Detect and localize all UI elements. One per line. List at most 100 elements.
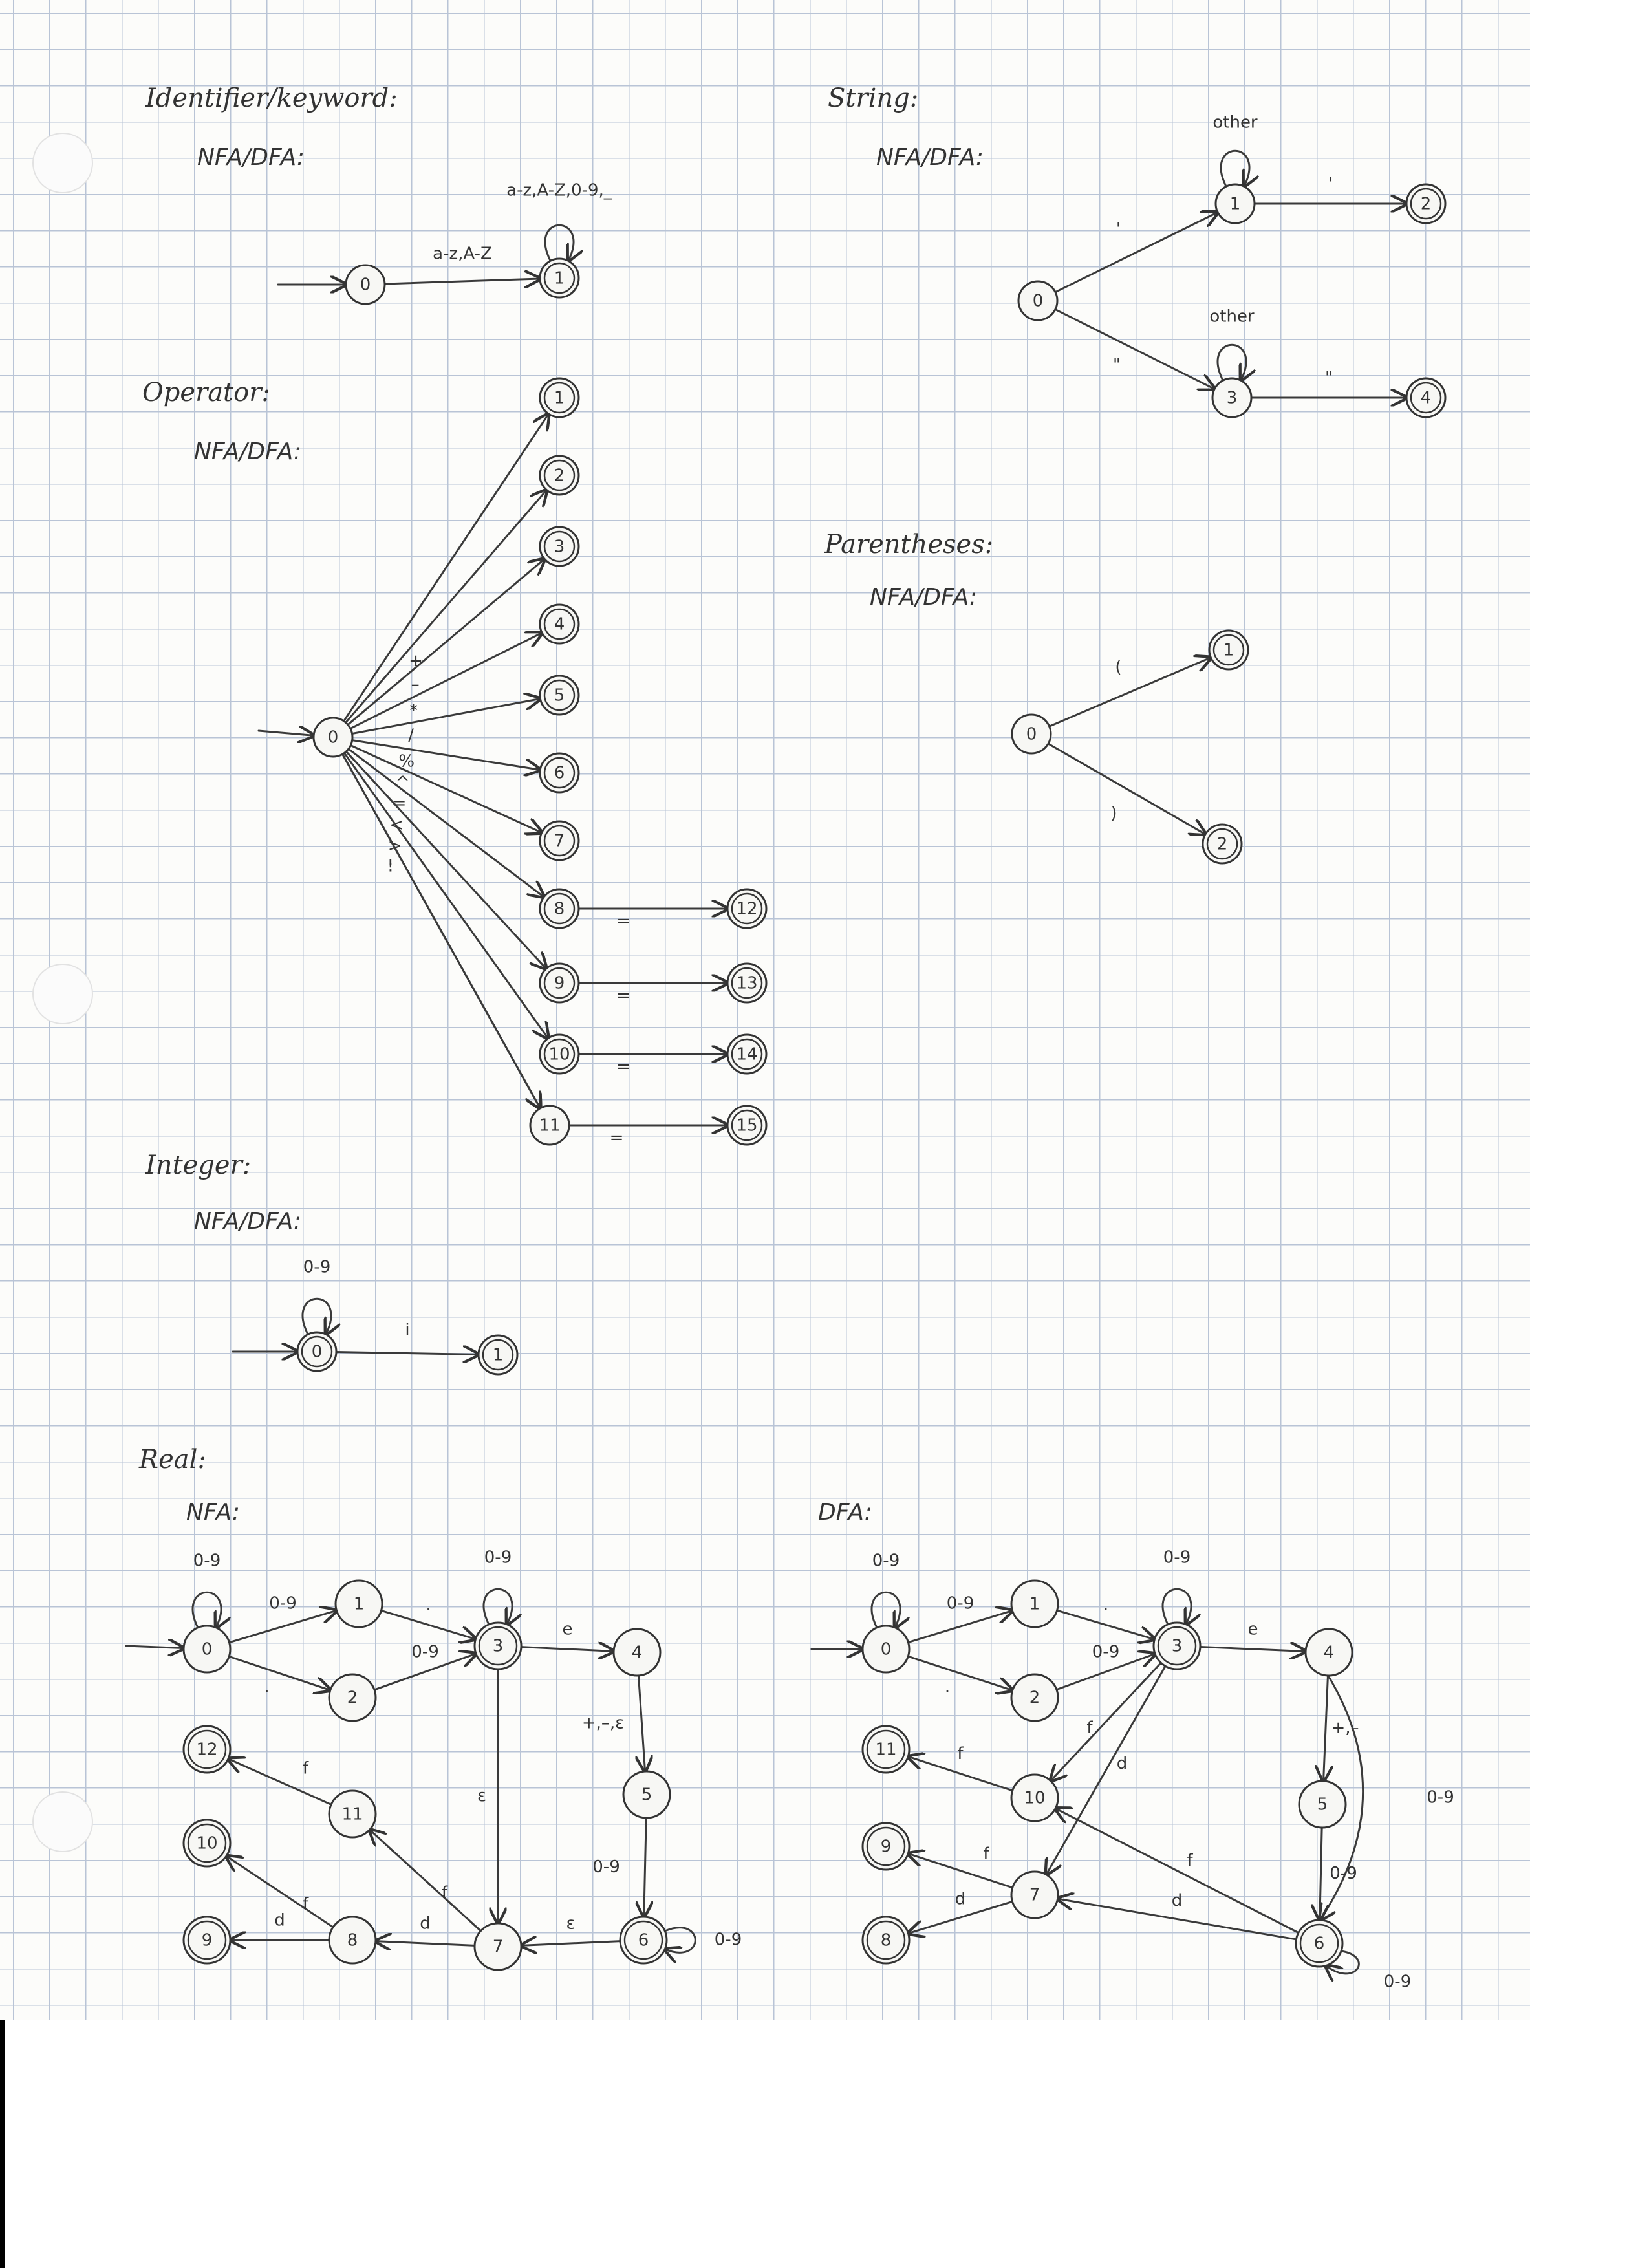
transition-label: d [420, 1914, 431, 1934]
section-subtitle-real-dfa: DFA: [818, 1499, 872, 1526]
transition-arrow [1054, 212, 1218, 294]
accepting-ring [1410, 188, 1442, 220]
state-6: 6 [539, 752, 580, 794]
transition-label: ! [387, 857, 394, 876]
transition-arrow [228, 1759, 332, 1806]
transition-label: a-z,A-Z,0-9,_ [506, 181, 613, 200]
transition-arrow [1320, 1674, 1364, 1920]
accepting-ring [543, 608, 576, 640]
transition-label: " [1325, 369, 1333, 388]
transition-arrow [908, 1853, 1014, 1889]
state-3: 3 [1211, 377, 1253, 418]
state-label: 6 [638, 1931, 649, 1950]
state-circle [1211, 377, 1253, 418]
state-0: 0 [1017, 280, 1059, 321]
state-circle [1304, 1628, 1353, 1677]
state-13: 13 [726, 962, 768, 1004]
state-11: 11 [529, 1105, 570, 1146]
state-11: 11 [328, 1789, 377, 1839]
transition-label: 0-9 [1384, 1972, 1411, 1992]
state-10: 10 [539, 1033, 580, 1075]
accepting-ring [731, 967, 763, 999]
transition-arrow [521, 1941, 621, 1946]
state-label: 9 [554, 974, 565, 993]
state-5: 5 [1298, 1780, 1347, 1829]
transition-label: : [388, 857, 394, 876]
accepting-ring [543, 382, 576, 414]
state-6: 6 [619, 1916, 668, 1965]
state-label: 0 [312, 1343, 323, 1362]
state-circle [529, 1105, 570, 1146]
state-circle [182, 1725, 232, 1774]
transition-label: * [409, 702, 418, 721]
state-label: 12 [736, 900, 757, 919]
transition-label: f [303, 1895, 309, 1914]
section-title-identifier: Identifier/keyword: [145, 83, 398, 113]
accepting-ring [1157, 1626, 1197, 1666]
transition-label: = [616, 986, 630, 1006]
accepting-ring [543, 825, 576, 857]
self-loop [482, 1588, 512, 1625]
state-1: 1 [1214, 183, 1256, 224]
transition-label: d [955, 1890, 966, 1909]
section-title-operator: Operator: [142, 378, 270, 407]
transition-arrow [347, 748, 544, 897]
transition-arrow [520, 1647, 614, 1652]
state-label: 9 [202, 1931, 213, 1950]
transition-label: = [610, 1129, 624, 1148]
transition-label: 0-9 [715, 1930, 742, 1950]
state-label: 5 [554, 686, 565, 706]
transition-arrow [907, 1610, 1012, 1644]
state-label: 0 [1033, 292, 1044, 311]
transition-arrow [370, 1830, 482, 1932]
self-loop [1216, 343, 1246, 380]
self-loop [1220, 149, 1249, 186]
transition-arrow [350, 698, 540, 735]
state-circle [1010, 1773, 1059, 1822]
transition-arrow [1047, 742, 1205, 834]
accepting-ring [866, 1826, 906, 1866]
transition-label: other [1209, 307, 1255, 327]
state-circle [328, 1673, 377, 1722]
state-label: 4 [1324, 1643, 1335, 1663]
state-label: 6 [554, 764, 565, 783]
state-1: 1 [477, 1334, 519, 1376]
state-9: 9 [539, 962, 580, 1004]
state-1: 1 [334, 1579, 383, 1628]
transition-label: f [957, 1744, 964, 1764]
state-5: 5 [539, 675, 580, 716]
state-label: 1 [554, 269, 565, 288]
transition-label: . [264, 1678, 269, 1697]
transition-label: 0-9 [269, 1594, 296, 1614]
state-label: 1 [1029, 1595, 1040, 1614]
section-title-integer: Integer: [145, 1150, 251, 1180]
state-circle [1214, 183, 1256, 224]
transition-arrow [908, 1756, 1014, 1792]
state-label: 4 [554, 615, 565, 634]
state-label: 10 [196, 1834, 217, 1853]
self-loop [1161, 1588, 1191, 1625]
state-circle [539, 603, 580, 645]
state-circle [619, 1916, 668, 1965]
state-circle [1011, 713, 1052, 755]
state-circle [861, 1725, 911, 1774]
state-circle [1010, 1870, 1059, 1919]
state-circle [182, 1819, 232, 1868]
state-circle [726, 1105, 768, 1146]
state-circle [1010, 1673, 1059, 1722]
transition-arrow [907, 1655, 1013, 1690]
transition-label: ε [477, 1786, 486, 1806]
state-14: 14 [726, 1033, 768, 1075]
transition-label: 0-9 [1330, 1864, 1357, 1883]
state-7: 7 [1010, 1870, 1059, 1919]
state-circle [539, 752, 580, 794]
transition-label: other [1212, 113, 1258, 133]
transition-label: – [411, 675, 420, 695]
transition-label: = [616, 1057, 630, 1077]
state-12: 12 [182, 1725, 232, 1774]
state-label: 1 [1230, 195, 1241, 214]
transition-label: f [303, 1759, 309, 1778]
state-circle [473, 1922, 523, 1971]
